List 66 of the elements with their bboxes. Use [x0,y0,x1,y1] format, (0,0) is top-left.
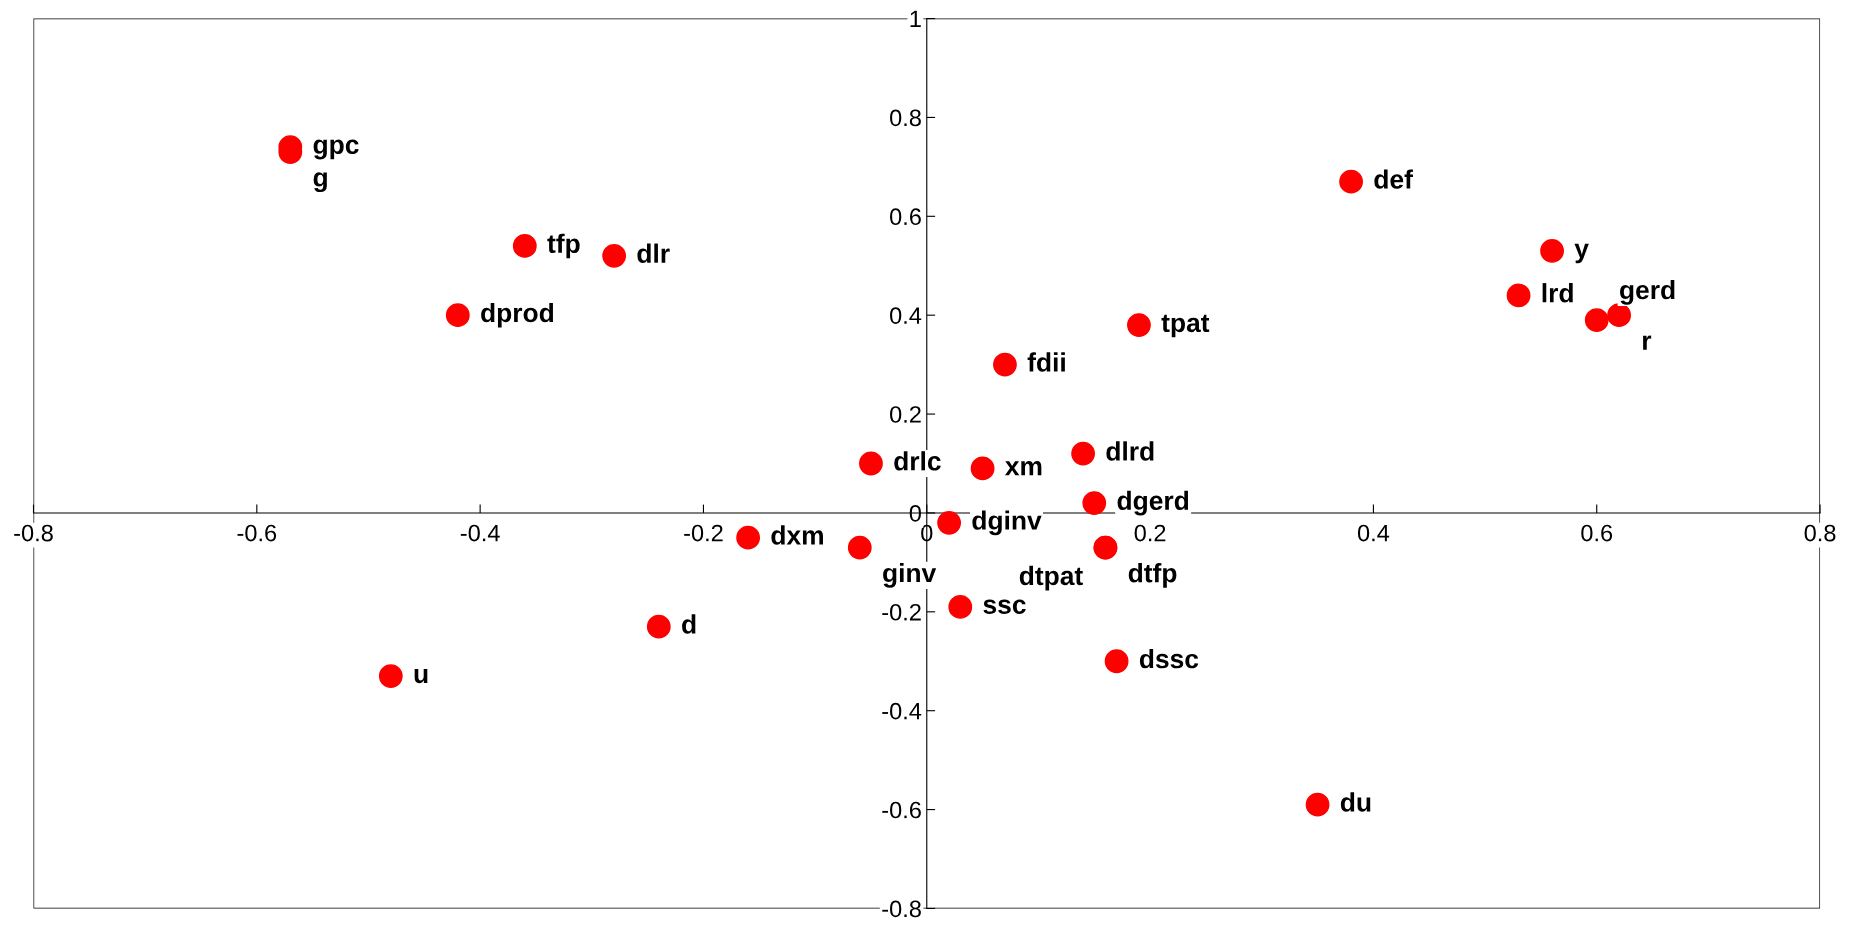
point [602,243,627,268]
annotation: tpat [1161,314,1210,338]
point [1339,169,1363,194]
annotation: dtpat [1019,565,1083,591]
y-tick-label: -0.6 [882,801,921,819]
point [1127,313,1151,337]
point [1305,792,1330,817]
point [937,510,962,535]
annotation: ginv [883,562,937,588]
point [378,664,403,688]
point [1506,283,1531,308]
annotation: g [313,172,327,193]
annotation: dssc [1139,648,1199,669]
annotation: dgerd [1117,490,1189,516]
x-tick-label: 0.6 [1581,524,1613,542]
point [847,535,872,560]
x-tick-label: -0.2 [684,524,723,542]
point [1607,303,1631,328]
annotation: d [682,614,696,634]
annotation: fdii [1027,352,1065,372]
annotation: drlc [894,451,941,471]
point [512,234,537,258]
x-tick-label: -0.8 [14,524,53,542]
annotation: gpc [313,139,359,160]
annotation: dtfp [1128,563,1177,588]
point [1082,491,1107,515]
y-tick-label: -0.2 [882,603,921,621]
y-tick-label: 0.6 [890,208,921,226]
annotation: dlrd [1106,441,1154,461]
x-tick-label: 0.2 [1134,524,1166,542]
annotation: tfp [547,233,580,259]
annotation: du [1340,792,1371,812]
point [445,303,470,328]
annotation: dlr [637,243,670,263]
y-tick-label: -0.8 [882,900,921,918]
y-tick-label: 0 [909,505,921,522]
y-tick-label: 1 [910,10,921,28]
annotation: dginv [972,510,1042,536]
point [859,451,883,476]
annotation: def [1374,169,1413,189]
annotation: ssc [983,599,1026,614]
point [948,594,973,619]
annotation: u [414,668,428,684]
point [970,456,995,481]
x-tick-label: 0.8 [1804,524,1836,542]
x-tick-label: -0.6 [237,524,277,542]
y-tick-label: 0.2 [890,406,921,423]
y-tick-label: -0.4 [882,702,922,720]
point [1584,308,1609,333]
point [736,525,761,550]
point [1540,239,1564,263]
y-tick-label: 0.4 [890,307,922,324]
x-tick-label: 0.4 [1357,524,1390,542]
annotation: r [1643,335,1652,350]
point [1071,441,1095,466]
annotation: lrd [1542,283,1573,303]
x-tick-label: -0.4 [460,524,500,542]
annotation: gerd [1620,279,1675,305]
point [993,352,1017,377]
point [1104,649,1129,674]
annotation: xm [1005,461,1042,476]
y-tick-label: 0.8 [890,109,921,127]
annotation: dxm [771,525,823,545]
annotation: y [1574,243,1589,264]
annotation: dprod [481,302,554,328]
point [646,614,671,639]
